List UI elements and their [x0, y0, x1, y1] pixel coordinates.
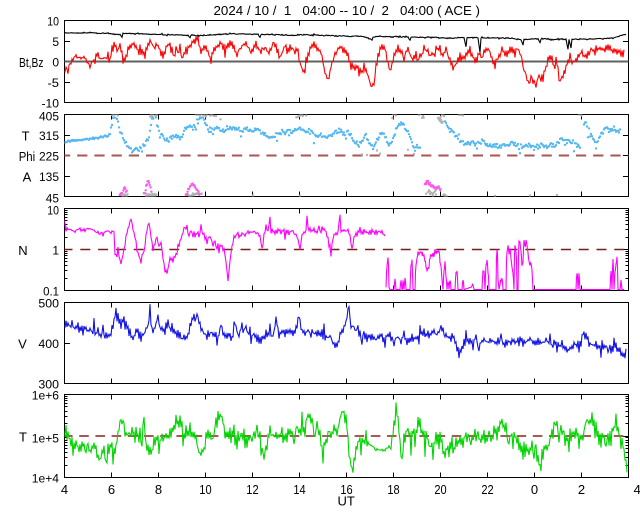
svg-text:T: T [22, 128, 30, 143]
svg-text:10: 10 [47, 203, 59, 217]
svg-text:N: N [18, 243, 27, 258]
svg-text:20: 20 [434, 482, 446, 497]
svg-text:225: 225 [39, 149, 59, 163]
svg-text:14: 14 [293, 482, 305, 497]
svg-text:8: 8 [155, 482, 162, 497]
svg-text:Phi: Phi [19, 149, 36, 164]
svg-text:V: V [18, 336, 27, 351]
svg-text:0: 0 [52, 55, 59, 69]
svg-text:300: 300 [38, 377, 59, 391]
svg-text:4: 4 [61, 482, 68, 497]
svg-text:45: 45 [46, 191, 60, 205]
svg-text:18: 18 [387, 482, 399, 497]
svg-text:2024 / 10 / 1 04:00 -- 10 /: 2024 / 10 / 1 04:00 -- 10 / 2 04:00 ( AC… [214, 3, 481, 18]
svg-text:Bt,Bz: Bt,Bz [19, 55, 44, 70]
svg-text:315: 315 [39, 129, 59, 143]
svg-text:1: 1 [52, 243, 59, 257]
svg-text:12: 12 [246, 482, 258, 497]
svg-text:500: 500 [38, 296, 59, 310]
svg-text:UT: UT [338, 494, 355, 509]
svg-text:16: 16 [340, 482, 352, 497]
svg-text:405: 405 [39, 109, 59, 123]
svg-text:4: 4 [634, 482, 640, 497]
svg-text:10: 10 [47, 14, 59, 28]
svg-text:-5: -5 [48, 76, 60, 90]
svg-text:T: T [19, 429, 27, 444]
svg-text:0: 0 [531, 482, 538, 497]
svg-text:1e+6: 1e+6 [32, 388, 60, 402]
svg-text:6: 6 [108, 482, 115, 497]
svg-text:2: 2 [578, 482, 585, 497]
svg-text:400: 400 [38, 337, 59, 351]
svg-text:10: 10 [199, 482, 211, 497]
svg-text:1e+5: 1e+5 [32, 431, 60, 445]
svg-text:-10: -10 [42, 96, 60, 110]
svg-text:5: 5 [52, 35, 59, 49]
svg-text:135: 135 [39, 170, 59, 184]
svg-text:A: A [23, 169, 32, 184]
svg-text:0.1: 0.1 [43, 284, 59, 298]
svg-text:22: 22 [481, 482, 493, 497]
svg-text:1e+4: 1e+4 [32, 471, 60, 485]
